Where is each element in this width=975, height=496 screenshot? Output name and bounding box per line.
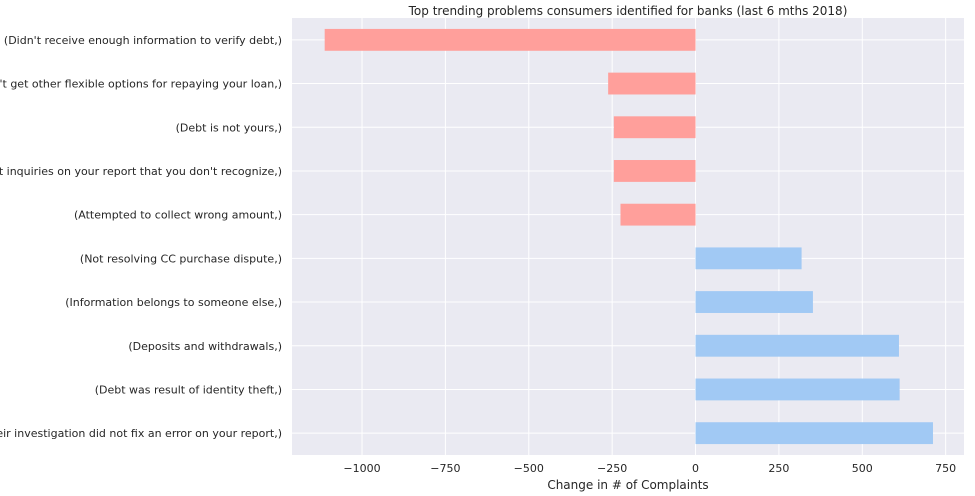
x-tick-label: −250 <box>597 462 627 475</box>
x-tick-label: 500 <box>852 462 873 475</box>
bar <box>695 247 802 270</box>
category-label: (Didn't receive enough information to ve… <box>4 34 282 47</box>
category-label: (Not resolving CC purchase dispute,) <box>80 252 282 265</box>
x-tick-label: 0 <box>692 462 699 475</box>
bar <box>324 28 696 51</box>
category-label: (Debt is not yours,) <box>176 121 282 134</box>
category-label: (Attempted to collect wrong amount,) <box>74 209 282 222</box>
bar <box>695 422 933 445</box>
bar <box>608 72 696 95</box>
bars <box>324 28 933 445</box>
category-label: (Credit inquiries on your report that yo… <box>0 165 282 178</box>
bar <box>695 291 813 313</box>
category-label: (Information belongs to someone else,) <box>65 296 282 309</box>
x-tick-label: −750 <box>430 462 460 475</box>
bar <box>695 334 899 357</box>
bar <box>613 116 696 139</box>
chart-title: Top trending problems consumers identifi… <box>408 4 848 18</box>
x-tick-label: 250 <box>768 462 789 475</box>
bar <box>613 160 696 182</box>
category-label: (Debt was result of identity theft,) <box>95 383 282 396</box>
category-label: (Their investigation did not fix an erro… <box>0 427 282 440</box>
bar <box>620 203 696 226</box>
category-labels: (Didn't receive enough information to ve… <box>0 34 282 440</box>
x-tick-labels: −1000 −750 −500 −250 0 250 500 750 <box>343 462 956 475</box>
bar <box>695 378 900 401</box>
x-tick-label: −500 <box>514 462 544 475</box>
category-label: (Deposits and withdrawals,) <box>128 340 282 353</box>
x-tick-label: 750 <box>935 462 956 475</box>
category-label: (Can't get other flexible options for re… <box>0 78 282 91</box>
x-tick-label: −1000 <box>343 462 380 475</box>
x-axis-label: Change in # of Complaints <box>547 478 708 492</box>
